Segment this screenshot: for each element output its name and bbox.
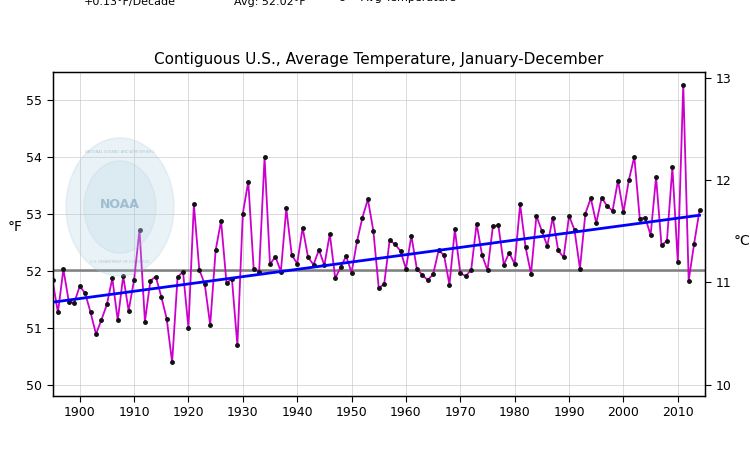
Text: U.S. DEPARTMENT OF COMMERCE: U.S. DEPARTMENT OF COMMERCE [90, 260, 150, 264]
Title: Contiguous U.S., Average Temperature, January-December: Contiguous U.S., Average Temperature, Ja… [154, 52, 604, 67]
Legend: 1895-2014 Trend
+0.13°F/Decade, 1901-2000
Avg: 52.02°F, Avg Temperature: 1895-2014 Trend +0.13°F/Decade, 1901-200… [46, 0, 460, 12]
Circle shape [66, 138, 174, 276]
Text: NOAA: NOAA [100, 198, 140, 211]
Y-axis label: °C: °C [734, 234, 750, 248]
Y-axis label: °F: °F [8, 220, 22, 234]
Text: NATIONAL OCEANIC AND ATMOSPHERIC: NATIONAL OCEANIC AND ATMOSPHERIC [85, 150, 155, 154]
Circle shape [84, 161, 156, 253]
